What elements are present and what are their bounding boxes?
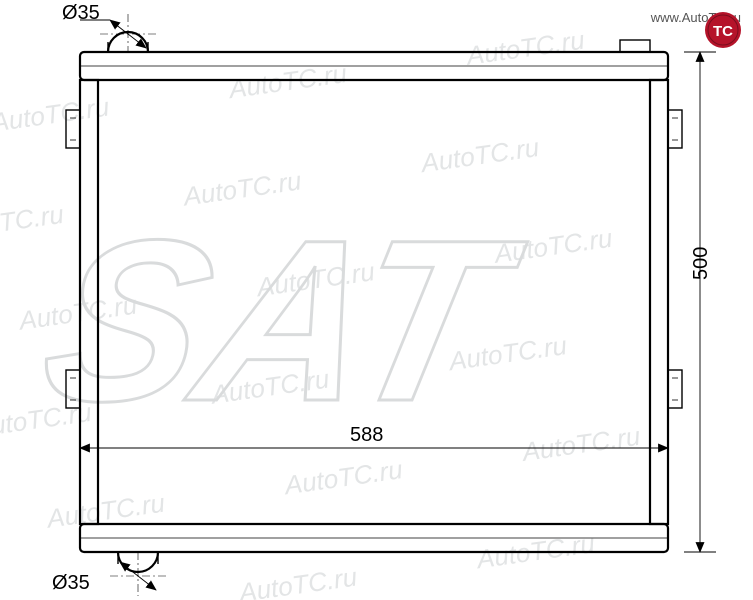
dim-width-label: 588 (350, 424, 383, 447)
top-port-dia-label: Ø35 (62, 2, 100, 25)
source-watermark: www.AutoTC.ru TC (555, 8, 745, 52)
drawing-canvas: AutoTC.ruAutoTC.ruAutoTC.ru AutoTC.ruAut… (0, 0, 753, 600)
bottom-port-dia-label: Ø35 (52, 572, 90, 595)
dim-height-label: 500 (690, 247, 713, 280)
svg-text:TC: TC (713, 23, 733, 40)
radiator-drawing (0, 0, 753, 600)
